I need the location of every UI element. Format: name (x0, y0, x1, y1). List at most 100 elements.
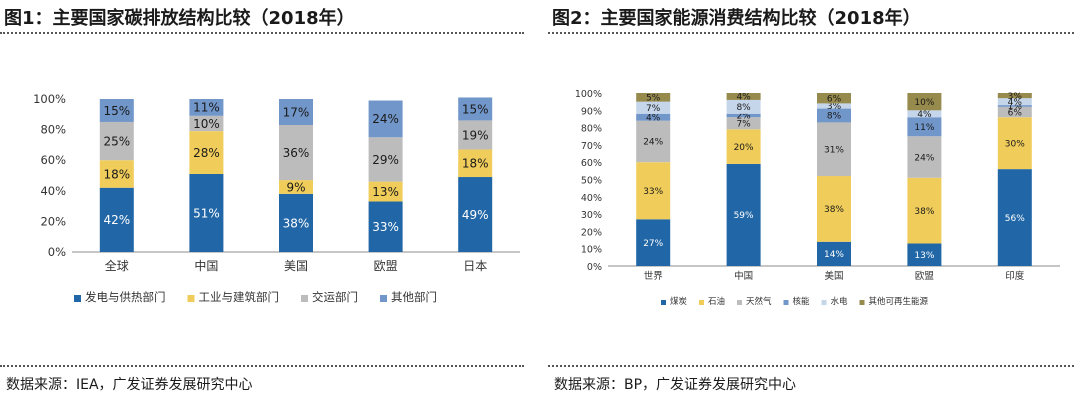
data-label: 24% (643, 138, 663, 148)
legend-label: 石油 (708, 296, 725, 307)
legend-label: 发电与供热部门 (85, 290, 166, 304)
bar-segment (458, 120, 493, 150)
bar-segment (368, 181, 403, 202)
data-label: 33% (643, 187, 663, 197)
data-label: 2% (736, 112, 751, 122)
data-label: 13% (372, 185, 399, 199)
legend-label: 煤炭 (670, 296, 688, 307)
bar-segment (997, 93, 1032, 99)
y-tick-label: 70% (581, 141, 602, 152)
bar-segment (189, 131, 224, 174)
bar-segment (636, 93, 671, 102)
data-label: 9% (286, 180, 305, 194)
bar-segment (368, 137, 403, 182)
data-label: 25% (103, 134, 130, 148)
bar-segment (99, 160, 134, 188)
y-tick-label: 30% (581, 210, 602, 221)
data-label: 13% (914, 251, 934, 261)
data-label: 3% (1008, 92, 1023, 102)
bar-segment (189, 99, 224, 116)
bar-segment (368, 201, 403, 252)
x-category-label: 中国 (734, 270, 753, 282)
data-label: 49% (462, 208, 489, 222)
data-label: 19% (462, 128, 489, 142)
bar-segment (279, 125, 313, 181)
data-label: 10% (193, 117, 220, 131)
bar-segment (279, 193, 313, 252)
x-category-label: 世界 (644, 270, 664, 282)
data-label: 8% (827, 112, 842, 122)
data-label: 6% (827, 94, 842, 104)
legend-swatch (737, 300, 742, 305)
bar-segment (907, 243, 942, 266)
y-tick-label: 40% (581, 193, 602, 204)
data-label: 4% (1008, 98, 1023, 108)
y-tick-label: 10% (581, 245, 602, 256)
data-label: 24% (372, 112, 399, 126)
bar-segment (726, 163, 761, 266)
data-label: 4% (646, 113, 661, 123)
legend-swatch (380, 295, 387, 302)
bar-segment (368, 100, 403, 138)
bar-segment (636, 101, 671, 114)
bar-segment (99, 187, 134, 252)
x-category-label: 美国 (824, 270, 843, 282)
data-label: 8% (736, 103, 751, 113)
x-category-label: 欧盟 (374, 259, 398, 273)
data-label: 15% (103, 104, 130, 118)
x-category-label: 全球 (105, 258, 129, 273)
data-label: 38% (283, 216, 310, 230)
bar-segment (997, 117, 1032, 170)
y-tick-label: 20% (40, 214, 66, 228)
bar-segment (817, 103, 851, 109)
data-label: 28% (193, 146, 220, 160)
data-label: 59% (734, 211, 754, 221)
bar-segment (99, 99, 134, 122)
data-label: 7% (646, 104, 661, 114)
data-label: 4% (736, 93, 751, 103)
figure-2-panel: 图2：主要国家能源消费结构比较（2018年） 0% 10% 20% 30% 40% 50%… (548, 0, 1080, 402)
legend-swatch (187, 295, 195, 302)
data-label: 6% (1008, 108, 1023, 118)
bar-segment (726, 117, 761, 130)
bar-segment (726, 129, 761, 164)
figure-1-panel: 图1：主要国家碳排放结构比较（2018年） 0% 20% 40% 60% 80% 100%… (0, 0, 530, 402)
data-label: 18% (462, 157, 489, 171)
figure-2-bottom-rule (548, 365, 1074, 367)
figure-2-title-rule (548, 32, 1074, 34)
data-label: 29% (372, 153, 399, 167)
legend-swatch (661, 300, 666, 305)
bar-segment (636, 219, 671, 266)
figure-1-title: 图1：主要国家碳排放结构比较（2018年） (4, 8, 355, 29)
data-label: 30% (1005, 139, 1025, 149)
bar-segment (817, 241, 851, 266)
x-category-label: 日本 (463, 259, 487, 273)
y-tick-label: 100% (575, 89, 602, 100)
data-label: 38% (824, 205, 844, 215)
bar-segment (279, 99, 313, 126)
bar-segment (997, 106, 1032, 118)
figure-1-bottom-rule (0, 365, 524, 367)
y-tick-label: 0% (48, 245, 66, 259)
figure-2-source: 数据来源：BP，广发证券发展研究中心 (554, 377, 797, 393)
y-tick-label: 80% (581, 124, 602, 135)
data-label: 17% (283, 105, 310, 119)
data-label: 4% (917, 110, 932, 120)
bar-segment (189, 173, 224, 252)
energy-consumption-chart: 0% 10% 20% 30% 40% 50% 60% 70% 80% 90% 100% 27% 33% 2… (575, 89, 1060, 307)
data-label: 15% (462, 102, 489, 116)
data-label: 38% (914, 207, 934, 217)
bar-segment (726, 93, 761, 100)
bar-segment (997, 105, 1032, 107)
y-tick-label: 60% (40, 153, 66, 167)
data-label: 36% (283, 146, 310, 160)
legend-label: 其他部门 (391, 290, 437, 304)
legend-swatch (821, 300, 827, 305)
carbon-emission-chart: 0% 20% 40% 60% 80% 100% 42% 18% 25% 15% 全球 51% 28% 10… (33, 92, 520, 304)
bar-segment (636, 113, 671, 121)
legend-swatch (783, 300, 789, 305)
bar-segment (817, 108, 851, 123)
data-label: 51% (193, 206, 220, 220)
data-label: 24% (914, 153, 934, 163)
bar-segment (817, 176, 851, 242)
